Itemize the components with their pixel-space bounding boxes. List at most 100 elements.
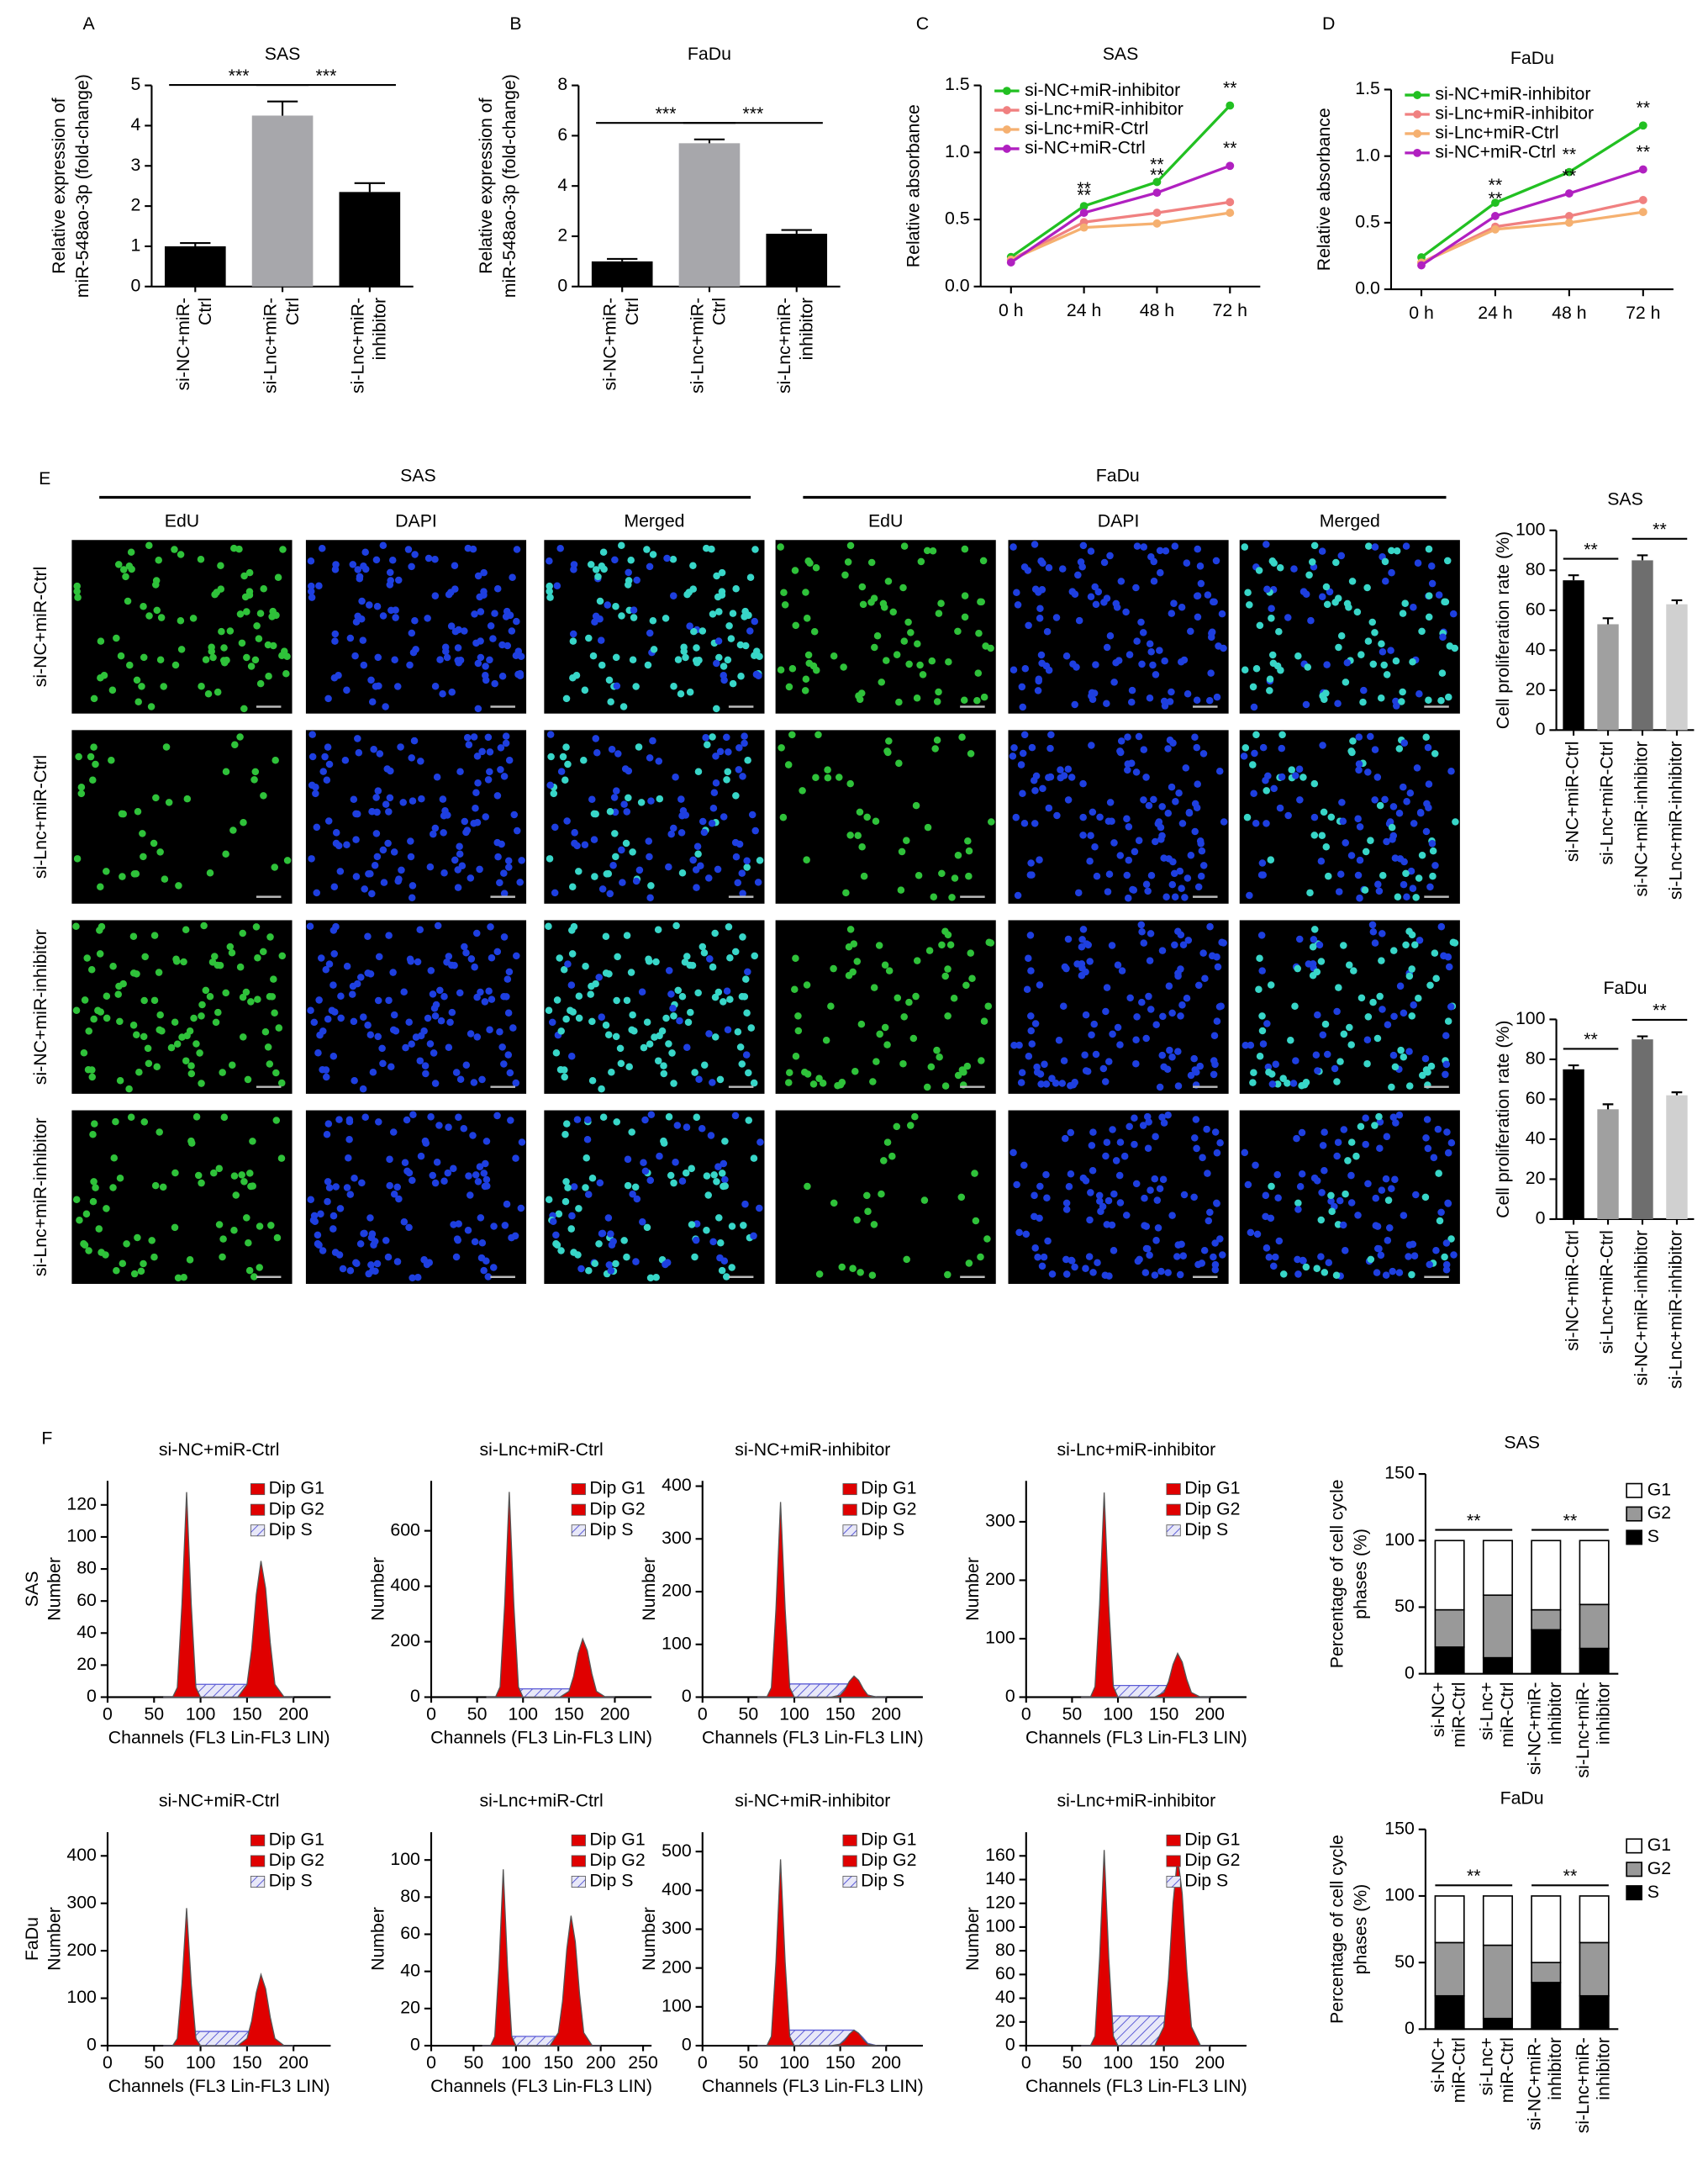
cell-nucleus: [1021, 664, 1030, 673]
cell-nucleus: [140, 853, 147, 861]
legend-label: si-Lnc+miR-inhibitor: [1435, 103, 1594, 124]
cell-nucleus: [134, 1233, 141, 1242]
cell-nucleus: [1263, 787, 1270, 795]
cell-nucleus: [411, 551, 419, 558]
cell-nucleus: [570, 566, 577, 573]
cell-nucleus: [1384, 1196, 1393, 1204]
y-tick-label: 0: [87, 2035, 97, 2055]
cell-nucleus: [728, 1264, 735, 1271]
bar: [1563, 1069, 1584, 1219]
cell-nucleus: [1339, 1221, 1347, 1229]
cell-nucleus: [1096, 1197, 1104, 1205]
cell-nucleus: [1079, 1174, 1088, 1182]
cell-nucleus: [903, 1255, 910, 1264]
cell-nucleus: [1375, 1244, 1383, 1253]
x-tick-label: si-Lnc+: [1476, 1682, 1496, 1740]
cell-nucleus: [478, 1238, 487, 1247]
cell-nucleus: [1017, 761, 1025, 768]
cell-nucleus: [743, 863, 751, 871]
micrograph-bg: [544, 920, 765, 1094]
cell-nucleus: [1053, 811, 1061, 820]
cell-nucleus: [587, 561, 595, 568]
cell-nucleus: [625, 794, 632, 802]
cell-nucleus: [431, 682, 440, 690]
cell-nucleus: [471, 963, 478, 971]
cell-nucleus: [90, 694, 98, 703]
cell-nucleus: [445, 1123, 452, 1131]
cell-nucleus: [674, 986, 683, 995]
data-point: [1079, 223, 1089, 232]
cell-nucleus: [1378, 1186, 1386, 1194]
cell-nucleus: [394, 576, 403, 584]
cell-nucleus: [679, 807, 688, 815]
cell-nucleus: [416, 1057, 424, 1064]
cell-nucleus: [443, 653, 451, 662]
cell-nucleus: [595, 1240, 603, 1248]
cell-nucleus: [518, 1138, 526, 1146]
legend-label: Dip S: [269, 1519, 313, 1539]
cell-nucleus: [351, 1076, 358, 1085]
cell-nucleus: [1086, 958, 1094, 965]
cell-nucleus: [1015, 1041, 1023, 1049]
error-bar: [781, 229, 812, 234]
bar-segment: [1579, 1539, 1610, 1606]
x-tick-label: Ctrl: [709, 298, 730, 325]
cell-nucleus: [1020, 1161, 1028, 1170]
cell-nucleus: [1082, 1265, 1089, 1272]
cell-nucleus: [1298, 1170, 1306, 1178]
cell-nucleus: [884, 578, 893, 585]
histogram-area: [482, 1915, 601, 2046]
cell-nucleus: [264, 1043, 272, 1051]
cell-nucleus: [704, 874, 713, 882]
cell-nucleus: [1062, 964, 1070, 973]
cell-nucleus: [869, 1078, 877, 1085]
x-tick-label: 100: [779, 1703, 809, 1724]
cell-nucleus: [647, 882, 655, 890]
chart-title: si-NC+miR-Ctrl: [159, 1439, 280, 1460]
cell-nucleus: [739, 933, 746, 941]
cell-nucleus: [392, 606, 399, 614]
cell-nucleus: [888, 1152, 896, 1160]
cell-nucleus: [714, 637, 723, 645]
bar: [339, 192, 401, 287]
cell-nucleus: [1439, 633, 1447, 642]
cell-nucleus: [1395, 1111, 1404, 1119]
x-tick-label: 100: [186, 2052, 216, 2073]
cell-nucleus: [256, 679, 265, 688]
cell-nucleus: [689, 856, 697, 864]
cell-nucleus: [477, 988, 484, 996]
y-tick-label: 60: [1526, 599, 1546, 619]
cell-nucleus: [1413, 764, 1421, 772]
data-point: [1638, 208, 1647, 217]
cell-nucleus: [698, 627, 707, 635]
cell-nucleus: [1355, 766, 1363, 774]
data-point: [1638, 165, 1647, 174]
cell-nucleus: [150, 839, 158, 848]
cell-nucleus: [1141, 1269, 1150, 1276]
cell-nucleus: [1025, 954, 1032, 962]
cell-nucleus: [737, 672, 745, 680]
cell-nucleus: [494, 853, 502, 861]
cell-nucleus: [669, 1004, 677, 1012]
cell-nucleus: [575, 992, 583, 1000]
cell-nucleus: [329, 927, 338, 934]
chart-title: si-NC+miR-Ctrl: [159, 1791, 280, 1811]
cell-nucleus: [514, 670, 522, 679]
significance-label: **: [1584, 1029, 1598, 1049]
cell-nucleus: [427, 1113, 435, 1121]
cell-nucleus: [1328, 1207, 1336, 1216]
cell-nucleus: [472, 789, 480, 797]
cell-nucleus: [490, 1223, 498, 1230]
cell-nucleus: [75, 753, 82, 761]
cell-nucleus: [853, 1216, 861, 1224]
y-tick-label: 400: [66, 1845, 97, 1865]
channel-label: Merged: [1320, 511, 1380, 531]
cell-nucleus: [498, 672, 507, 680]
y-tick-label: 50: [1394, 1951, 1415, 1972]
cell-nucleus: [784, 761, 793, 768]
cell-nucleus: [401, 1159, 409, 1166]
y-tick-label: 300: [662, 1918, 692, 1938]
data-point: [1152, 209, 1162, 217]
cell-nucleus: [1197, 840, 1205, 848]
cell-nucleus: [1266, 675, 1274, 684]
